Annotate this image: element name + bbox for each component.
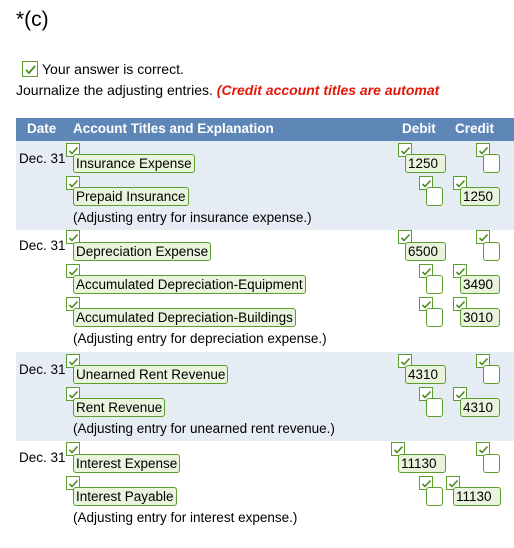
credit-amount-field[interactable]: 3010: [460, 308, 500, 327]
debit-amount-field[interactable]: [426, 308, 443, 327]
credit-account-field[interactable]: Accumulated Depreciation-Buildings: [73, 308, 296, 327]
credit-amount-field[interactable]: 11130: [453, 487, 501, 506]
check-icon: [419, 264, 433, 278]
status-text: Your answer is correct.: [42, 61, 184, 77]
entry-explanation: (Adjusting entry for depreciation expens…: [73, 331, 327, 346]
debit-amount-field[interactable]: [426, 275, 443, 294]
debit-amount-field[interactable]: 11130: [398, 454, 446, 473]
part-label: *(c): [16, 8, 49, 31]
debit-account-field[interactable]: Interest Expense: [73, 454, 181, 473]
status-row: Your answer is correct.: [22, 61, 184, 77]
credit-amount-field[interactable]: [483, 365, 500, 384]
instruction-note: (Credit account titles are automat: [216, 82, 440, 98]
debit-account-field[interactable]: Depreciation Expense: [73, 242, 212, 261]
check-icon: [66, 354, 80, 368]
check-icon: [453, 387, 467, 401]
credit-amount-field[interactable]: 1250: [460, 187, 500, 206]
debit-account-field[interactable]: Unearned Rent Revenue: [73, 365, 229, 384]
check-icon: [453, 297, 467, 311]
credit-amount-field[interactable]: [483, 242, 500, 261]
journal-table: Date Account Titles and Explanation Debi…: [16, 118, 514, 531]
entry-date: Dec. 31: [19, 362, 66, 377]
credit-account-field[interactable]: Rent Revenue: [73, 398, 166, 417]
journal-entry: Dec. 31 Depreciation Expense 6500 Accumu…: [16, 230, 514, 352]
check-icon: [476, 354, 490, 368]
check-icon: [419, 476, 433, 490]
debit-amount-field[interactable]: [426, 398, 443, 417]
credit-account-field[interactable]: Accumulated Depreciation-Equipment: [73, 275, 306, 294]
check-icon: [419, 176, 433, 190]
check-icon: [66, 264, 80, 278]
journal-entry: Dec. 31 Interest Expense 11130 Interest …: [16, 441, 514, 531]
journal-entry: Dec. 31 Unearned Rent Revenue 4310 Rent …: [16, 352, 514, 441]
credit-amount-field[interactable]: [483, 454, 500, 473]
debit-amount-field[interactable]: 4310: [405, 365, 446, 384]
entry-date: Dec. 31: [19, 238, 66, 253]
debit-account-field[interactable]: Insurance Expense: [73, 154, 195, 173]
header-debit: Debit: [402, 121, 436, 136]
header-account: Account Titles and Explanation: [73, 121, 274, 136]
header-credit: Credit: [455, 121, 495, 136]
debit-amount-field[interactable]: 6500: [405, 242, 446, 261]
entry-explanation: (Adjusting entry for insurance expense.): [73, 210, 312, 225]
entry-explanation: (Adjusting entry for interest expense.): [73, 510, 298, 525]
check-icon: [476, 143, 490, 157]
debit-amount-field[interactable]: 1250: [405, 154, 446, 173]
entry-explanation: (Adjusting entry for unearned rent reven…: [73, 421, 335, 436]
debit-amount-field[interactable]: [426, 187, 443, 206]
debit-amount-field[interactable]: [426, 487, 443, 506]
credit-amount-field[interactable]: [483, 154, 500, 173]
header-date: Date: [27, 121, 57, 136]
credit-account-field[interactable]: Prepaid Insurance: [73, 187, 189, 206]
credit-amount-field[interactable]: 3490: [460, 275, 500, 294]
table-header: Date Account Titles and Explanation Debi…: [16, 118, 514, 141]
check-icon: [453, 176, 467, 190]
credit-amount-field[interactable]: 4310: [460, 398, 500, 417]
check-icon: [22, 61, 38, 77]
entry-date: Dec. 31: [19, 450, 66, 465]
journal-entry: Dec. 31 Insurance Expense 1250 Prepaid I…: [16, 141, 514, 230]
credit-account-field[interactable]: Interest Payable: [73, 487, 177, 506]
entry-date: Dec. 31: [19, 151, 66, 166]
instruction: Journalize the adjusting entries. (Credi…: [16, 82, 514, 98]
instruction-text: Journalize the adjusting entries.: [16, 82, 213, 98]
